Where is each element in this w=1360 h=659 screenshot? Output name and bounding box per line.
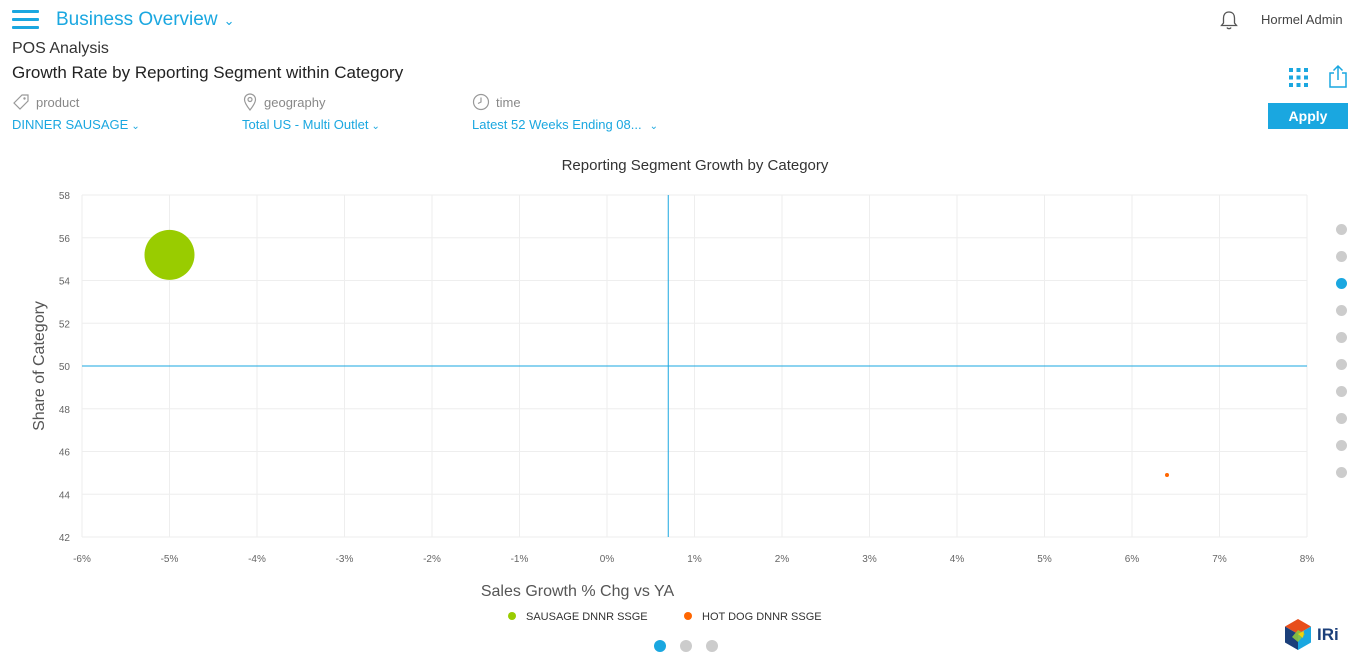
x-tick-label: 5% [1037, 554, 1052, 565]
side-page-dot[interactable] [1336, 305, 1347, 316]
bottom-pagination [654, 640, 718, 652]
filter-label: geography [264, 94, 326, 110]
chart-title: Reporting Segment Growth by Category [561, 157, 829, 174]
tag-icon [13, 94, 29, 110]
page-title: Growth Rate by Reporting Segment within … [12, 63, 404, 82]
x-tick-label: 3% [862, 554, 877, 565]
geography-dropdown[interactable]: Total US - Multi Outlet ⌄ [242, 117, 380, 132]
chevron-down-icon: ⌄ [131, 121, 140, 132]
chevron-down-icon: ⌄ [649, 121, 658, 132]
side-pagination [1336, 224, 1347, 494]
y-tick-label: 44 [59, 490, 71, 501]
bottom-page-dot[interactable] [654, 640, 666, 652]
x-tick-label: -6% [73, 554, 91, 565]
menu-icon[interactable] [12, 10, 39, 30]
y-tick-label: 54 [59, 277, 71, 288]
y-tick-label: 50 [59, 362, 71, 373]
filter-geography: geography Total US - Multi Outlet ⌄ [242, 93, 380, 132]
side-page-dot[interactable] [1336, 386, 1347, 397]
side-page-dot[interactable] [1336, 224, 1347, 235]
x-tick-label: 0% [600, 554, 615, 565]
product-value: DINNER SAUSAGE [12, 117, 129, 132]
x-tick-label: 8% [1300, 554, 1315, 565]
x-tick-label: -2% [423, 554, 441, 565]
side-page-dot[interactable] [1336, 332, 1347, 343]
filter-product: product DINNER SAUSAGE ⌄ [12, 93, 140, 132]
time-value: Latest 52 Weeks Ending 08... [472, 117, 642, 132]
side-page-dot[interactable] [1336, 467, 1347, 478]
y-tick-label: 42 [59, 533, 71, 544]
iri-logo: IRi [1283, 618, 1339, 652]
legend-marker[interactable] [508, 612, 516, 620]
y-tick-label: 48 [59, 405, 71, 416]
y-tick-label: 46 [59, 448, 71, 459]
filter-label: time [496, 94, 521, 110]
x-tick-label: 4% [950, 554, 965, 565]
apply-button[interactable]: Apply [1268, 103, 1348, 129]
x-tick-label: 2% [775, 554, 790, 565]
page-subtitle: POS Analysis [12, 40, 109, 57]
chevron-down-icon: ⌄ [223, 13, 235, 28]
y-tick-label: 58 [59, 191, 71, 202]
x-tick-label: -1% [511, 554, 529, 565]
y-tick-label: 56 [59, 234, 71, 245]
x-axis-label: Sales Growth % Chg vs YA [481, 583, 675, 600]
scatter-chart: -6% -5% -4% -3% -2% -1% 0% 1% 2% 3% 4% 5% 6% 7% 8% 42 44… [31, 191, 1315, 623]
legend-label[interactable]: HOT DOG DNNR SSGE [702, 611, 822, 623]
logo-text: IRi [1317, 625, 1339, 644]
bottom-page-dot[interactable] [706, 640, 718, 652]
time-dropdown[interactable]: Latest 52 Weeks Ending 08... ⌄ [472, 117, 658, 132]
side-page-dot[interactable] [1336, 278, 1347, 289]
dashboard-title: Business Overview [56, 9, 218, 30]
clock-icon [472, 93, 490, 111]
bottom-page-dot[interactable] [680, 640, 692, 652]
geography-value: Total US - Multi Outlet [242, 117, 369, 132]
bell-icon[interactable] [1218, 9, 1240, 31]
side-page-dot[interactable] [1336, 359, 1347, 370]
side-page-dot[interactable] [1336, 413, 1347, 424]
side-page-dot[interactable] [1336, 440, 1347, 451]
x-tick-label: -4% [248, 554, 266, 565]
x-tick-label: -5% [161, 554, 179, 565]
grid-view-icon[interactable] [1289, 68, 1308, 87]
y-tick-label: 52 [59, 319, 71, 330]
side-page-dot[interactable] [1336, 251, 1347, 262]
legend-marker[interactable] [684, 612, 692, 620]
iri-cube-icon [1285, 619, 1311, 650]
filter-label: product [36, 94, 80, 110]
legend-label[interactable]: SAUSAGE DNNR SSGE [526, 611, 648, 623]
dashboard-selector[interactable]: Business Overview ⌄ [56, 9, 234, 31]
x-tick-label: 6% [1125, 554, 1140, 565]
data-point[interactable] [144, 229, 195, 280]
map-pin-icon [243, 93, 257, 111]
x-tick-label: 1% [687, 554, 702, 565]
data-point[interactable] [1165, 473, 1169, 478]
user-name[interactable]: Hormel Admin [1261, 12, 1343, 27]
x-tick-label: -3% [336, 554, 354, 565]
share-icon[interactable] [1328, 64, 1348, 88]
product-dropdown[interactable]: DINNER SAUSAGE ⌄ [12, 117, 140, 132]
y-axis-label: Share of Category [31, 301, 48, 431]
chevron-down-icon: ⌄ [371, 121, 380, 132]
filter-time: time Latest 52 Weeks Ending 08... ⌄ [472, 93, 658, 132]
x-tick-label: 7% [1212, 554, 1227, 565]
